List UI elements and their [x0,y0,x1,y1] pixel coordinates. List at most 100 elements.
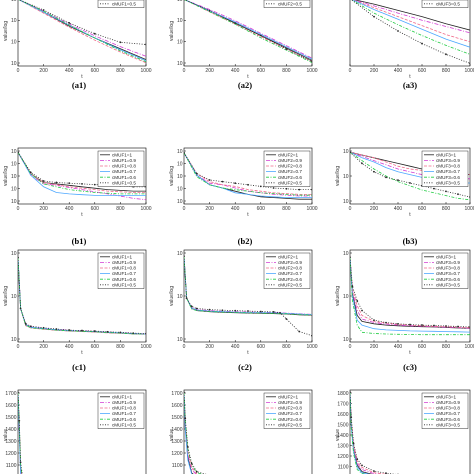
x-tick-label: 800 [442,344,451,350]
x-tick-label: 200 [370,344,379,350]
series-line-1 [18,152,146,192]
y-tick-label: 1700 [337,401,348,407]
y-tick-label: 10 [11,337,17,343]
x-tick-label: 400 [65,206,74,212]
series-group [184,391,207,474]
series-marker [433,324,435,327]
x-axis-label: t [247,350,249,356]
y-tick-label: 1100 [338,464,349,470]
legend-entry: cMUF3=0.7 [436,169,460,174]
chart-c3: 02004006008001000t101010value/logcMUF3=1… [335,249,474,356]
series-marker [68,22,71,24]
series-group [184,255,312,337]
series-marker [42,9,45,11]
x-tick-label: 400 [231,344,240,350]
series-line-2 [184,152,312,197]
series-marker [234,309,237,312]
x-tick-label: 200 [205,68,214,74]
series-marker [208,308,211,311]
series-marker [234,22,237,24]
series-line-4 [184,392,193,474]
panel-label-a3: (a3) [403,80,417,90]
legend-entry: cMUF2=0.9 [278,400,302,405]
y-axis-label: value/log [335,286,341,306]
legend-entry: cMUF3=0.5 [436,1,460,6]
series-marker [385,176,387,179]
series-marker [351,285,354,288]
x-tick-label: 0 [17,344,20,350]
y-tick-label: 1700 [5,391,16,397]
y-tick-label: 1100 [6,463,17,469]
y-tick-label: 1400 [337,433,348,439]
y-axis-label: value/log [3,166,9,186]
chart-d1: 17001600150014001300120011001000valuecMU… [3,389,147,474]
series-marker [350,151,351,154]
panel-label-b1: (b1) [72,236,87,246]
series-marker [208,179,211,181]
series-group [351,0,470,65]
x-tick-label: 1000 [306,344,317,350]
y-tick-label: 1300 [5,439,16,445]
x-tick-label: 600 [418,344,427,350]
x-axis-label: t [81,212,83,218]
series-line-6 [351,0,470,64]
y-tick-label: 1500 [171,415,182,421]
series-marker [29,325,32,328]
series-marker [234,182,237,185]
x-tick-label: 400 [65,68,74,74]
x-tick-label: 0 [183,344,186,350]
series-group [350,256,470,336]
series-marker [93,330,96,332]
series-line-3 [350,392,389,474]
legend-entry: cMUF1=0.8 [112,266,136,271]
legend-entry: cMUF3=0.5 [436,282,460,287]
y-tick-label: 10 [177,186,183,192]
series-line-3 [18,152,146,193]
series-group [18,0,146,64]
legend-entry: cMUF2=0.6 [278,417,302,422]
legend-entry: cMUF2=0.9 [278,260,302,265]
series-marker [409,323,411,326]
series-marker [259,310,262,313]
series-marker [145,332,146,335]
series-marker [145,185,146,188]
x-tick-label: 0 [183,206,186,212]
series-line-4 [350,392,370,474]
panel-label-b2: (b2) [238,236,253,246]
series-marker [361,309,363,312]
series-line-2 [184,0,312,59]
series-line-4 [351,0,470,48]
series-marker [93,32,96,35]
series-marker [457,325,459,328]
panel-label-c3: (c3) [403,362,417,372]
x-tick-label: 800 [116,68,125,74]
x-tick-label: 200 [39,344,48,350]
legend-entry: cMUF3=1 [436,254,456,259]
y-tick-label: 10 [177,18,183,24]
y-tick-label: 1500 [5,415,16,421]
series-line-5 [184,256,312,316]
y-tick-label: 1400 [5,427,16,433]
legend-entry: cMUF1=0.9 [112,260,136,265]
y-tick-label: 10 [11,61,17,67]
legend-box [263,0,311,8]
chart-d2: 17001600150014001300120011001000valuecMU… [169,389,313,474]
y-tick-label: 10 [177,0,183,3]
series-marker [42,326,45,329]
series-marker [433,187,435,190]
series-marker [285,187,288,190]
y-axis-label: value/log [3,286,9,306]
series-line-2 [350,257,470,329]
legend-box [421,392,469,429]
series-marker [259,34,262,37]
y-tick-label: 10 [11,149,17,155]
x-tick-label: 600 [257,344,266,350]
y-tick-label: 1200 [171,451,182,457]
x-tick-label: 0 [349,68,352,74]
series-marker [190,305,193,308]
x-tick-label: 200 [370,68,379,74]
series-marker [259,185,262,188]
series-line-3 [352,0,470,43]
series-marker [397,322,399,325]
